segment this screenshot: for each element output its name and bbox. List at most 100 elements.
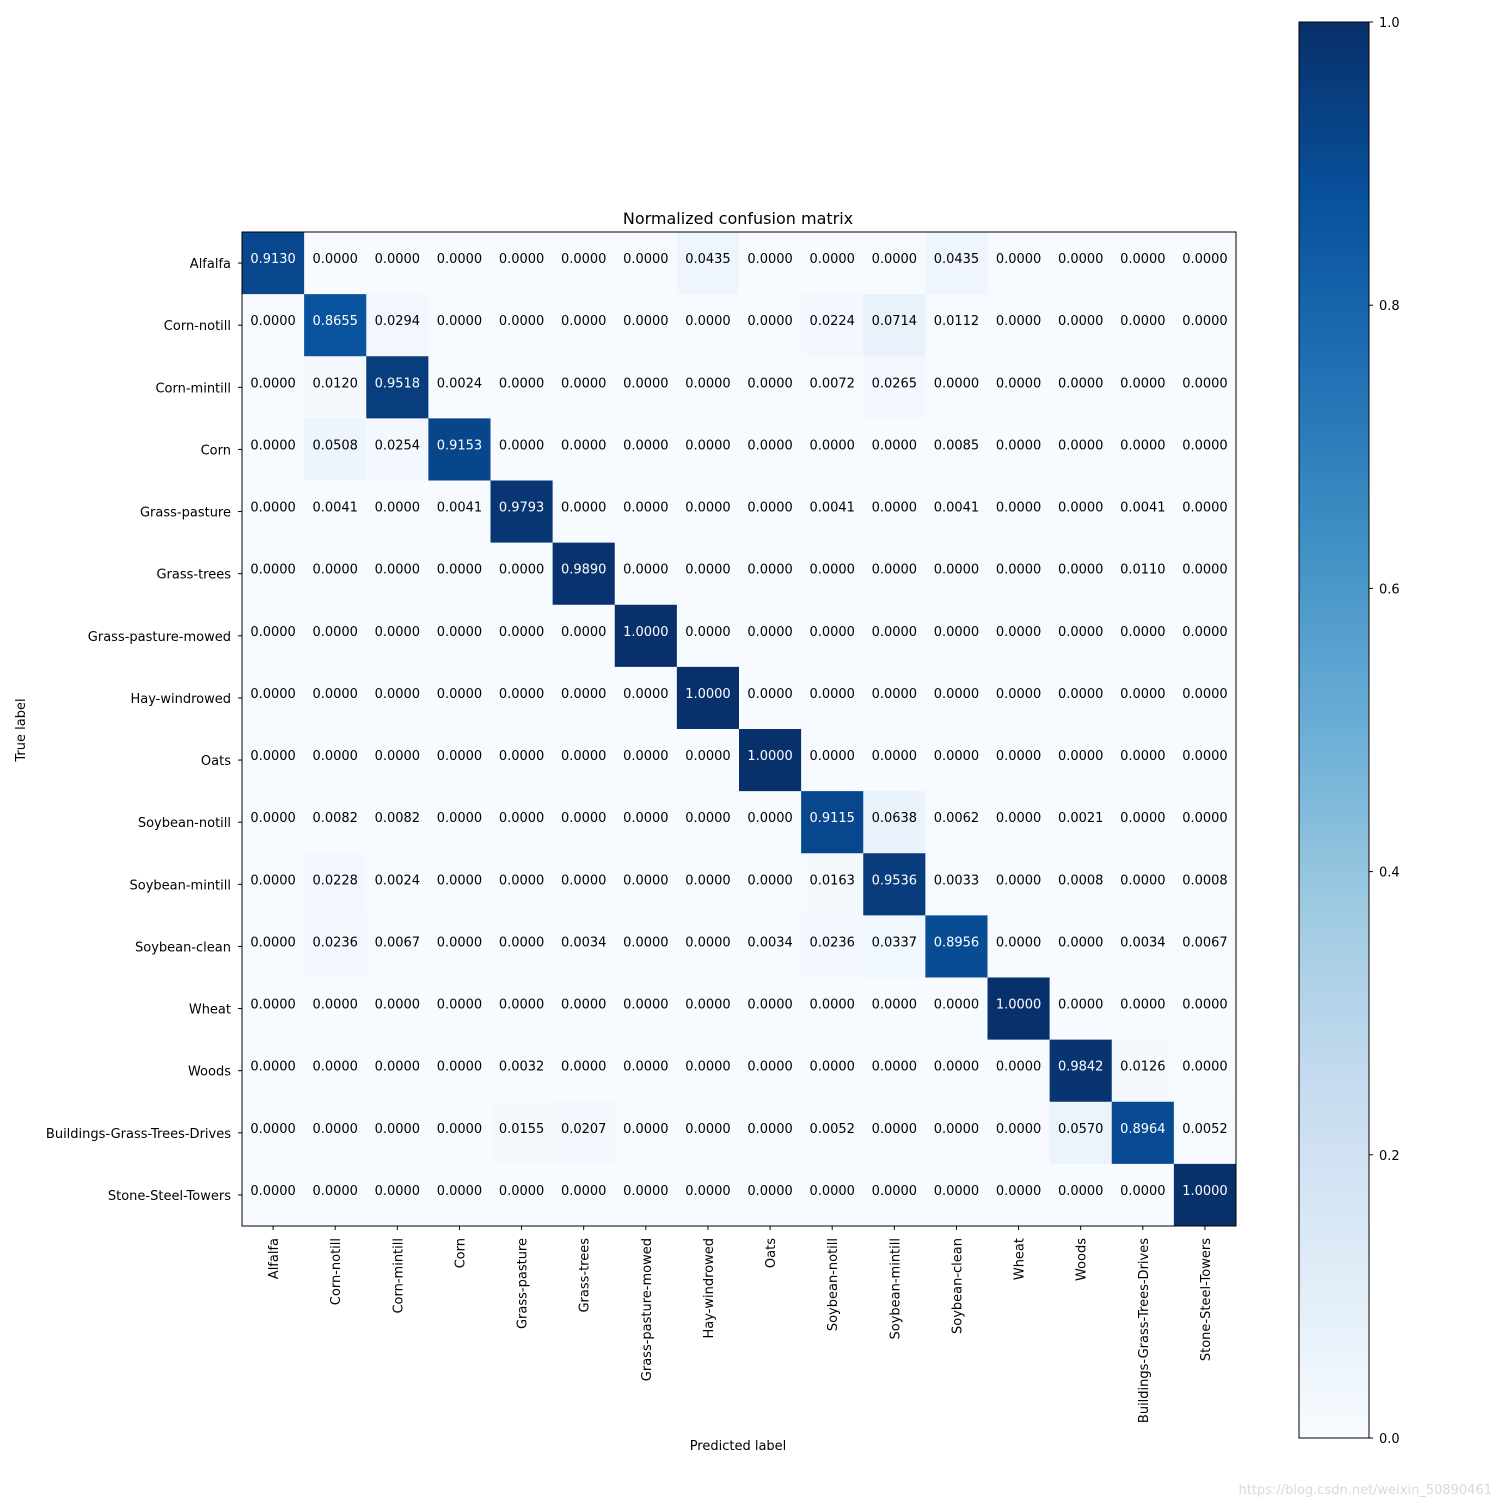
matrix-cell	[801, 1101, 864, 1165]
cell-value: 0.0000	[1058, 687, 1104, 702]
cell-value: 0.0000	[1058, 376, 1104, 391]
cell-value: 0.0000	[685, 811, 731, 826]
cell-value: 0.0067	[375, 935, 421, 950]
cell-value: 0.0000	[375, 563, 421, 578]
matrix-cell	[366, 1039, 429, 1103]
matrix-cell	[242, 480, 305, 544]
matrix-cell	[552, 1163, 616, 1227]
matrix-cell	[863, 232, 926, 295]
cell-value: 1.0000	[623, 625, 669, 640]
matrix-cell	[552, 853, 616, 916]
matrix-cell	[676, 418, 740, 481]
cell-value: 0.0000	[437, 625, 483, 640]
cell-value: 0.0000	[1182, 314, 1228, 329]
matrix-cell	[552, 915, 616, 978]
colorbar-tick-label: 0.4	[1379, 866, 1400, 881]
cell-value: 1.0000	[1182, 1184, 1228, 1199]
matrix-cell	[1111, 1101, 1175, 1165]
cell-value: 0.0000	[747, 376, 793, 391]
y-tick-label: Woods	[188, 1065, 231, 1080]
cell-value: 0.0000	[623, 749, 669, 764]
cell-value: 0.9115	[809, 811, 855, 826]
cell-value: 0.0000	[1120, 314, 1166, 329]
matrix-cell	[552, 1101, 616, 1165]
colorbar-gradient	[1298, 21, 1370, 1439]
cell-value: 0.0000	[872, 625, 918, 640]
matrix-cell	[428, 418, 491, 481]
matrix-cell	[366, 729, 429, 792]
cell-value: 0.0000	[934, 749, 980, 764]
y-tick-label: Stone-Steel-Towers	[108, 1189, 231, 1204]
cell-value: 0.0000	[375, 687, 421, 702]
matrix-cell	[987, 356, 1051, 419]
cell-value: 0.0000	[747, 314, 793, 329]
matrix-cell	[1173, 232, 1237, 295]
matrix-cell	[1049, 915, 1113, 978]
matrix-cell	[490, 915, 554, 978]
cell-value: 0.0024	[437, 376, 483, 391]
matrix-cell	[1049, 604, 1113, 668]
y-tick-label: Oats	[201, 754, 231, 769]
matrix-cell	[428, 356, 491, 419]
matrix-cell	[1111, 853, 1175, 916]
matrix-cell	[987, 729, 1051, 792]
matrix-cell	[614, 294, 678, 357]
matrix-cell	[242, 666, 305, 730]
matrix-cell	[987, 666, 1051, 730]
matrix-cell	[490, 480, 554, 544]
matrix-cell	[987, 232, 1051, 295]
cell-value: 0.0000	[1182, 998, 1228, 1013]
cell-value: 0.9536	[872, 873, 918, 888]
cell-value: 0.0236	[312, 935, 358, 950]
cell-value: 0.0000	[437, 563, 483, 578]
matrix-cell	[304, 729, 367, 792]
matrix-cell	[739, 232, 802, 295]
matrix-cell	[676, 977, 740, 1041]
matrix-cell	[987, 977, 1051, 1041]
matrix-cell	[490, 1163, 554, 1227]
cell-value: 0.0034	[747, 935, 793, 950]
cell-value: 0.0000	[312, 563, 358, 578]
x-tick-label: Grass-trees	[578, 1238, 593, 1313]
cell-value: 0.0000	[437, 1060, 483, 1075]
cell-value: 0.0000	[934, 687, 980, 702]
matrix-cell	[801, 418, 864, 481]
matrix-cell	[987, 1163, 1051, 1227]
cell-value: 0.0000	[623, 687, 669, 702]
cell-value: 0.0000	[872, 252, 918, 267]
x-tick-label: Alfalfa	[267, 1238, 282, 1279]
matrix-cell	[614, 853, 678, 916]
matrix-cell	[1049, 666, 1113, 730]
cell-value: 0.0000	[747, 1060, 793, 1075]
matrix-cell	[552, 418, 616, 481]
matrix-cell	[925, 1101, 988, 1165]
cell-value: 0.0000	[437, 998, 483, 1013]
matrix-cell	[925, 915, 988, 978]
matrix-cell	[739, 977, 802, 1041]
matrix-cell	[490, 294, 554, 357]
cell-value: 0.0000	[685, 1060, 731, 1075]
matrix-cell	[863, 915, 926, 978]
matrix-cell	[490, 853, 554, 916]
cell-value: 0.0000	[996, 252, 1042, 267]
y-tick-label: Wheat	[189, 1003, 231, 1018]
colorbar-tick-label: 0.2	[1379, 1149, 1400, 1164]
matrix-cell	[1173, 729, 1237, 792]
cell-value: 0.0000	[623, 1060, 669, 1075]
matrix-cell	[925, 791, 988, 854]
cell-value: 0.0085	[934, 438, 980, 453]
matrix-cell	[428, 1039, 491, 1103]
cell-value: 0.0000	[872, 687, 918, 702]
matrix-cell	[739, 604, 802, 668]
x-tick-label: Stone-Steel-Towers	[1199, 1238, 1214, 1361]
matrix-cell	[490, 418, 554, 481]
cell-value: 0.0638	[872, 811, 918, 826]
matrix-cell	[676, 1163, 740, 1227]
cell-value: 0.0000	[1182, 625, 1228, 640]
matrix-cell	[1049, 356, 1113, 419]
matrix-cells: 0.9130 0.0000 0.0000 0.0000 0.0000 0.0000 0.00…	[242, 232, 1237, 1227]
matrix-cell	[1111, 418, 1175, 481]
matrix-cell	[863, 542, 926, 606]
cell-value: 0.0000	[1120, 438, 1166, 453]
cell-value: 0.0000	[499, 252, 545, 267]
